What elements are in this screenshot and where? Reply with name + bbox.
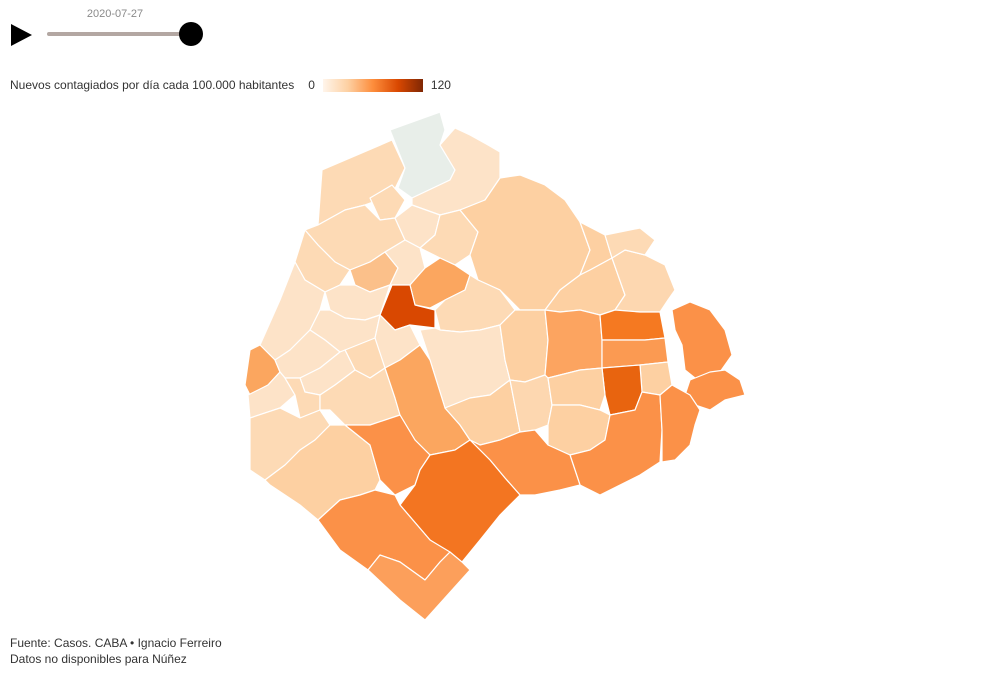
map-region[interactable] <box>499 309 549 383</box>
legend-min-label: 0 <box>308 78 315 92</box>
choropleth-map <box>230 100 760 630</box>
footer: Fuente: Casos. CABA • Ignacio Ferreiro D… <box>10 635 222 667</box>
color-legend: Nuevos contagiados por día cada 100.000 … <box>10 76 451 94</box>
legend-max-label: 120 <box>430 78 451 92</box>
source-credit: Fuente: Casos. CABA • Ignacio Ferreiro <box>10 636 222 650</box>
map-svg <box>244 111 746 621</box>
map-region[interactable] <box>367 551 471 621</box>
current-date: 2020-07-27 <box>86 8 144 20</box>
map-region[interactable] <box>604 227 656 259</box>
slider-handle[interactable] <box>179 22 203 46</box>
legend-gradient-bar <box>322 78 423 92</box>
map-region[interactable] <box>399 439 521 563</box>
map-region[interactable] <box>611 249 676 313</box>
map-region[interactable] <box>599 309 666 341</box>
map-region[interactable] <box>569 391 663 496</box>
map-region[interactable] <box>544 309 603 379</box>
time-slider[interactable] <box>47 32 191 36</box>
play-button[interactable] <box>10 24 34 46</box>
play-icon <box>11 24 32 46</box>
time-player: 2020-07-27 <box>0 0 220 60</box>
data-note: Datos no disponibles para Núñez <box>10 652 187 666</box>
map-region[interactable] <box>369 184 406 221</box>
map-region[interactable] <box>659 384 701 463</box>
legend-title: Nuevos contagiados por día cada 100.000 … <box>10 78 295 92</box>
